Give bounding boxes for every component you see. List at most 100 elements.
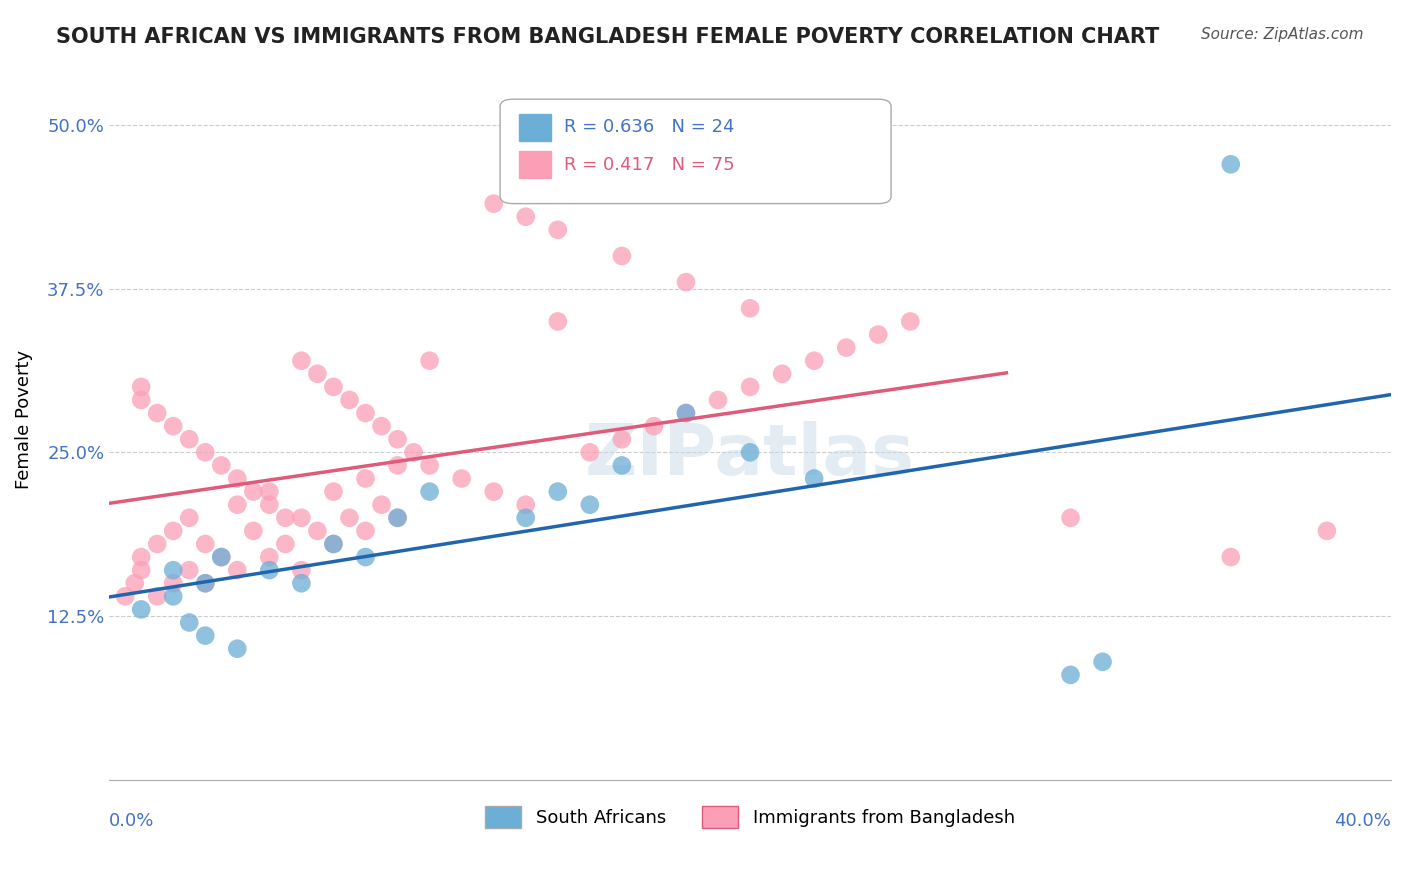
Point bbox=[209, 550, 232, 565]
Point bbox=[226, 498, 249, 512]
Point bbox=[146, 406, 169, 420]
Point bbox=[370, 419, 392, 434]
Point bbox=[387, 510, 409, 524]
Text: Source: ZipAtlas.com: Source: ZipAtlas.com bbox=[1201, 27, 1364, 42]
Point bbox=[242, 484, 264, 499]
Point bbox=[194, 629, 217, 643]
Point bbox=[835, 341, 858, 355]
Point bbox=[738, 445, 761, 459]
Point bbox=[1059, 668, 1081, 682]
Point bbox=[226, 641, 249, 656]
Point bbox=[515, 498, 537, 512]
Point bbox=[162, 576, 184, 591]
Point bbox=[259, 550, 281, 565]
Point bbox=[1219, 157, 1241, 171]
Text: ZIPatlas: ZIPatlas bbox=[585, 421, 915, 490]
Point bbox=[1316, 524, 1339, 538]
Point bbox=[146, 590, 169, 604]
Point bbox=[162, 590, 184, 604]
Point bbox=[770, 367, 793, 381]
Point bbox=[419, 484, 441, 499]
Point bbox=[738, 380, 761, 394]
Point bbox=[450, 471, 472, 485]
Point bbox=[675, 275, 697, 289]
Point bbox=[162, 563, 184, 577]
Point bbox=[579, 498, 602, 512]
Point bbox=[1059, 510, 1081, 524]
Point bbox=[738, 301, 761, 316]
Point bbox=[209, 458, 232, 473]
Point bbox=[179, 615, 201, 630]
Point bbox=[354, 524, 377, 538]
Point bbox=[482, 484, 505, 499]
Point bbox=[387, 510, 409, 524]
Point bbox=[322, 380, 344, 394]
Point bbox=[274, 510, 297, 524]
Point bbox=[162, 419, 184, 434]
Legend: South Africans, Immigrants from Bangladesh: South Africans, Immigrants from Banglade… bbox=[478, 799, 1022, 836]
Point bbox=[419, 458, 441, 473]
Text: 40.0%: 40.0% bbox=[1334, 812, 1391, 830]
Point bbox=[307, 524, 329, 538]
Point bbox=[1219, 550, 1241, 565]
Point bbox=[482, 196, 505, 211]
Point bbox=[868, 327, 890, 342]
Point bbox=[242, 524, 264, 538]
Point bbox=[259, 498, 281, 512]
Point bbox=[226, 563, 249, 577]
Point bbox=[579, 445, 602, 459]
Point bbox=[370, 498, 392, 512]
Text: R = 0.636   N = 24: R = 0.636 N = 24 bbox=[564, 119, 735, 136]
Point bbox=[259, 563, 281, 577]
Point bbox=[129, 550, 152, 565]
Point bbox=[354, 406, 377, 420]
Point bbox=[179, 432, 201, 446]
Point bbox=[129, 602, 152, 616]
Point bbox=[194, 445, 217, 459]
Point bbox=[226, 471, 249, 485]
Point bbox=[129, 563, 152, 577]
Point bbox=[402, 445, 425, 459]
Point bbox=[179, 563, 201, 577]
Point bbox=[209, 550, 232, 565]
Point bbox=[194, 537, 217, 551]
Point bbox=[290, 510, 312, 524]
Point bbox=[354, 550, 377, 565]
Point bbox=[1091, 655, 1114, 669]
Point bbox=[707, 392, 730, 407]
Point bbox=[259, 484, 281, 499]
Point bbox=[114, 590, 136, 604]
Point bbox=[322, 537, 344, 551]
Point bbox=[339, 510, 361, 524]
Text: 0.0%: 0.0% bbox=[110, 812, 155, 830]
Point bbox=[194, 576, 217, 591]
Text: R = 0.417   N = 75: R = 0.417 N = 75 bbox=[564, 156, 735, 174]
Point bbox=[179, 510, 201, 524]
Bar bbox=[519, 151, 551, 178]
Point bbox=[307, 367, 329, 381]
Point bbox=[162, 524, 184, 538]
FancyBboxPatch shape bbox=[501, 99, 891, 203]
Point bbox=[146, 537, 169, 551]
Point bbox=[610, 432, 633, 446]
Point bbox=[129, 392, 152, 407]
Point bbox=[290, 353, 312, 368]
Point bbox=[610, 249, 633, 263]
Bar bbox=[519, 113, 551, 141]
Point bbox=[387, 458, 409, 473]
Point bbox=[803, 353, 825, 368]
Point bbox=[290, 576, 312, 591]
Point bbox=[194, 576, 217, 591]
Point bbox=[547, 484, 569, 499]
Point bbox=[803, 471, 825, 485]
Point bbox=[675, 406, 697, 420]
Point bbox=[643, 419, 665, 434]
Point bbox=[387, 432, 409, 446]
Point bbox=[290, 563, 312, 577]
Point bbox=[322, 537, 344, 551]
Point bbox=[515, 210, 537, 224]
Y-axis label: Female Poverty: Female Poverty bbox=[15, 350, 32, 489]
Point bbox=[898, 314, 921, 328]
Point bbox=[515, 510, 537, 524]
Point bbox=[547, 223, 569, 237]
